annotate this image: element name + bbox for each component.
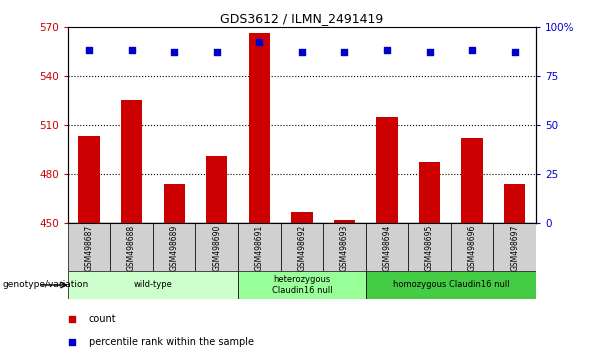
Title: GDS3612 / ILMN_2491419: GDS3612 / ILMN_2491419 — [220, 12, 383, 25]
Text: genotype/variation: genotype/variation — [3, 280, 89, 290]
Text: homozygous Claudin16 null: homozygous Claudin16 null — [392, 280, 509, 290]
Bar — [366, 223, 408, 271]
Point — [212, 49, 221, 55]
Text: GSM498688: GSM498688 — [127, 224, 136, 270]
Point — [468, 47, 477, 53]
Point — [425, 49, 434, 55]
Bar — [238, 271, 366, 299]
Bar — [206, 156, 227, 223]
Point — [510, 49, 519, 55]
Text: GSM498694: GSM498694 — [382, 224, 392, 271]
Bar — [291, 212, 313, 223]
Bar — [494, 223, 536, 271]
Bar — [78, 136, 100, 223]
Point — [68, 316, 77, 321]
Point — [254, 39, 264, 45]
Text: GSM498696: GSM498696 — [468, 224, 477, 271]
Bar — [153, 223, 196, 271]
Text: count: count — [89, 314, 117, 324]
Bar — [451, 223, 494, 271]
Point — [68, 339, 77, 345]
Bar — [164, 184, 185, 223]
Point — [340, 49, 349, 55]
Text: GSM498695: GSM498695 — [425, 224, 434, 271]
Bar — [376, 116, 398, 223]
Text: heterozygous
Claudin16 null: heterozygous Claudin16 null — [272, 275, 332, 295]
Bar — [238, 223, 280, 271]
Text: GSM498691: GSM498691 — [255, 224, 264, 271]
Text: GSM498689: GSM498689 — [170, 224, 178, 271]
Bar — [323, 223, 366, 271]
Text: GSM498692: GSM498692 — [297, 224, 306, 271]
Bar — [68, 271, 238, 299]
Bar — [504, 184, 525, 223]
Text: percentile rank within the sample: percentile rank within the sample — [89, 337, 254, 347]
Bar — [68, 223, 110, 271]
Point — [170, 49, 179, 55]
Bar — [408, 223, 451, 271]
Bar — [249, 33, 270, 223]
Bar — [121, 100, 142, 223]
Text: GSM498697: GSM498697 — [510, 224, 519, 271]
Text: GSM498690: GSM498690 — [212, 224, 221, 271]
Text: wild-type: wild-type — [134, 280, 173, 290]
Point — [382, 47, 392, 53]
Bar — [334, 220, 355, 223]
Point — [84, 47, 94, 53]
Text: GSM498693: GSM498693 — [340, 224, 349, 271]
Point — [297, 49, 307, 55]
Bar — [110, 223, 153, 271]
Bar — [419, 162, 440, 223]
Bar — [366, 271, 536, 299]
Text: GSM498687: GSM498687 — [84, 224, 94, 271]
Bar — [462, 138, 483, 223]
Bar — [196, 223, 238, 271]
Bar — [280, 223, 323, 271]
Point — [127, 47, 136, 53]
